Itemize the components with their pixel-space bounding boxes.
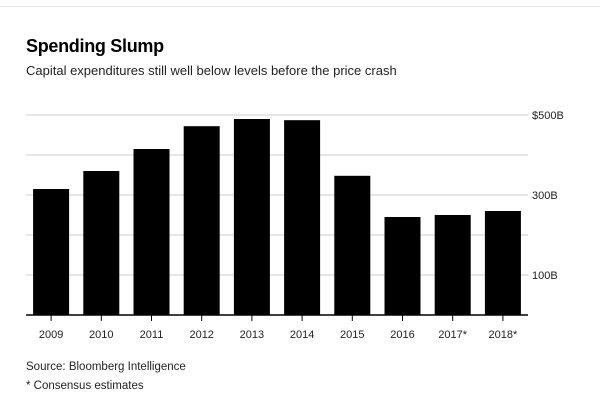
- bar: [133, 149, 170, 315]
- bar: [434, 215, 471, 315]
- x-tick-label: 2012: [189, 329, 213, 341]
- chart-subtitle: Capital expenditures still well below le…: [26, 63, 397, 78]
- x-tick-label: 2015: [340, 329, 364, 341]
- consensus-footnote: * Consensus estimates: [26, 380, 144, 392]
- bar: [233, 119, 270, 315]
- x-tick-label: 2014: [290, 329, 314, 341]
- bar: [484, 211, 521, 315]
- top-rule: [0, 6, 600, 7]
- bar: [33, 189, 70, 315]
- y-tick-label: $500B: [532, 110, 564, 122]
- y-tick-label: 100B: [532, 270, 558, 282]
- chart-title: Spending Slump: [26, 36, 164, 56]
- bar: [284, 120, 321, 315]
- bar: [83, 171, 120, 315]
- x-tick-label: 2016: [390, 329, 414, 341]
- bar: [334, 175, 371, 315]
- x-tick-label: 2009: [39, 329, 63, 341]
- x-tick-label: 2013: [240, 329, 264, 341]
- bar: [384, 217, 421, 315]
- source-note: Source: Bloomberg Intelligence: [26, 361, 186, 373]
- bar: [183, 126, 220, 315]
- x-tick-label: 2010: [89, 329, 113, 341]
- x-tick-label: 2011: [140, 329, 164, 341]
- x-tick-label: 2017*: [438, 329, 467, 341]
- y-tick-label: 300B: [532, 190, 558, 202]
- x-tick-label: 2018*: [489, 329, 518, 341]
